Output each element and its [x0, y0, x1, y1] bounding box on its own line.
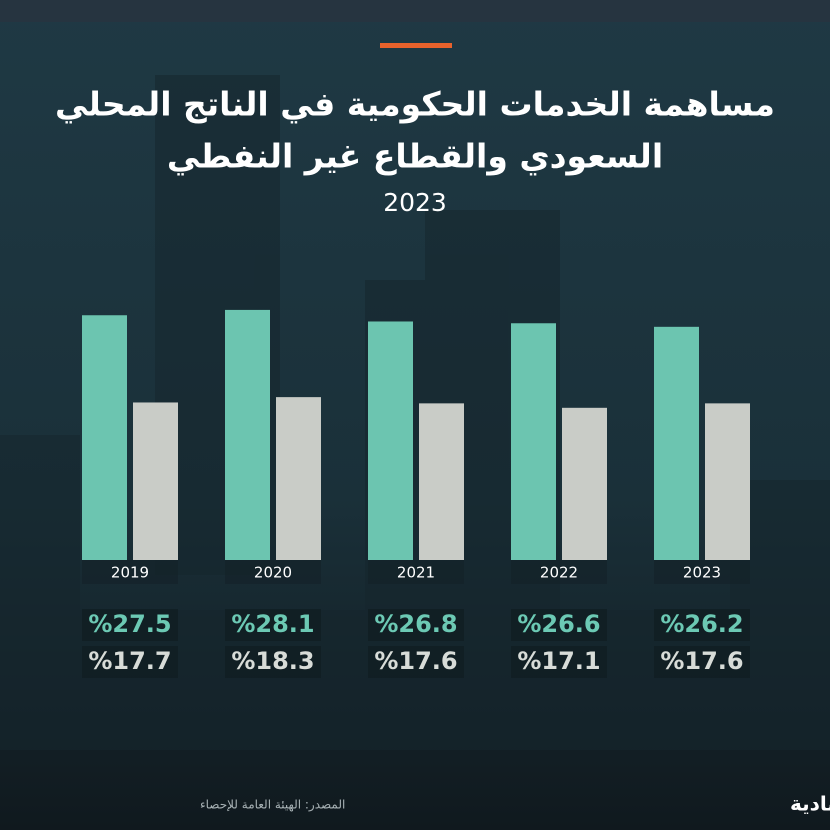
value-label: %27.5 [88, 610, 171, 638]
title-line: السعودي والقطاع غير النفطي [167, 137, 663, 177]
bar [562, 407, 607, 560]
value-label: %26.8 [374, 610, 457, 638]
bar [82, 315, 127, 560]
label-background [511, 646, 607, 678]
year-background [511, 560, 607, 584]
bar [368, 321, 413, 560]
label-background [654, 646, 750, 678]
bar [276, 397, 321, 560]
bar [511, 323, 556, 560]
accent-bar [380, 43, 452, 48]
label-background [511, 609, 607, 641]
value-label: %17.7 [88, 647, 171, 675]
label-background [82, 609, 178, 641]
label-background [368, 609, 464, 641]
x-tick-label: 2021 [397, 564, 435, 582]
value-label: %18.3 [231, 647, 314, 675]
year-background [225, 560, 321, 584]
x-tick-label: 2019 [111, 564, 149, 582]
bar [225, 309, 270, 560]
bar [419, 403, 464, 560]
subtitle: 2023 [383, 188, 447, 217]
logo: الاقتصادية [790, 792, 830, 816]
x-tick-label: 2020 [254, 564, 292, 582]
year-background [368, 560, 464, 584]
top-strip [0, 0, 830, 22]
value-label: %26.2 [660, 610, 743, 638]
year-background [654, 560, 750, 584]
label-background [82, 646, 178, 678]
x-tick-label: 2022 [540, 564, 578, 582]
label-background [654, 609, 750, 641]
value-label: %26.6 [517, 610, 600, 638]
value-label: %17.6 [374, 647, 457, 675]
x-tick-label: 2023 [683, 564, 721, 582]
title-line: مساهمة الخدمات الحكومية في الناتج المحلي [55, 85, 775, 125]
value-label: %17.1 [517, 647, 600, 675]
value-label: %28.1 [231, 610, 314, 638]
label-background [368, 646, 464, 678]
label-background [225, 646, 321, 678]
bar [133, 402, 178, 560]
label-background [225, 609, 321, 641]
bar [654, 326, 699, 560]
year-background [82, 560, 178, 584]
source: المصدر: الهيئة العامة للإحصاء [200, 798, 345, 813]
bar [705, 403, 750, 560]
value-label: %17.6 [660, 647, 743, 675]
